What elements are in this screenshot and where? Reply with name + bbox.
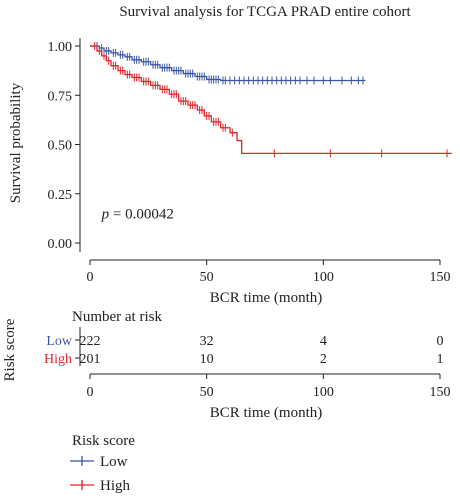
legend: Low High (70, 454, 131, 494)
legend-label: High (100, 478, 131, 494)
risk-table-group-label: Risk score (2, 318, 18, 381)
legend-item-low: Low (70, 454, 128, 470)
y-tick-label: 1.00 (48, 40, 73, 55)
series-high (90, 42, 452, 158)
risk-row-label-low: Low (46, 334, 73, 349)
risk-count: 32 (200, 334, 214, 349)
y-tick-label: 0.50 (48, 139, 73, 154)
main-axes: 0.00 0.25 0.50 0.75 1.00 0 50 100 150 (48, 38, 451, 285)
p-value-annotation: p = 0.00042 (101, 206, 174, 222)
legend-label: Low (100, 454, 128, 470)
x-tick-label: 50 (200, 270, 214, 285)
survival-curves (90, 42, 452, 158)
p-value-text: = 0.00042 (109, 206, 174, 222)
x-tick-label: 0 (87, 270, 94, 285)
risk-x-tick-label: 0 (87, 385, 94, 400)
x-tick-label: 150 (430, 270, 451, 285)
chart-title: Survival analysis for TCGA PRAD entire c… (119, 4, 411, 20)
series-low (90, 42, 366, 85)
p-value-symbol: p (101, 206, 110, 222)
risk-count: 222 (80, 334, 101, 349)
risk-count: 201 (80, 352, 101, 367)
risk-x-tick-label: 100 (313, 385, 334, 400)
survival-line-low (90, 45, 366, 82)
x-axis-label: BCR time (month) (210, 290, 323, 306)
risk-count: 1 (437, 352, 444, 367)
legend-item-high: High (70, 478, 131, 494)
y-tick-label: 0.25 (48, 188, 73, 203)
risk-count: 10 (200, 352, 214, 367)
risk-x-tick-label: 150 (430, 385, 451, 400)
risk-count: 2 (320, 352, 327, 367)
y-tick-label: 0.75 (48, 89, 73, 104)
legend-title: Risk score (72, 433, 135, 449)
risk-x-tick-label: 50 (200, 385, 214, 400)
risk-table-title: Number at risk (72, 309, 162, 325)
risk-count: 0 (437, 334, 444, 349)
y-tick-label: 0.00 (48, 237, 73, 252)
risk-row-label-high: High (44, 352, 72, 367)
risk-table-x-label: BCR time (month) (210, 405, 323, 421)
risk-count: 4 (320, 334, 327, 349)
y-axis-label: Survival probability (8, 82, 24, 203)
x-tick-label: 100 (313, 270, 334, 285)
